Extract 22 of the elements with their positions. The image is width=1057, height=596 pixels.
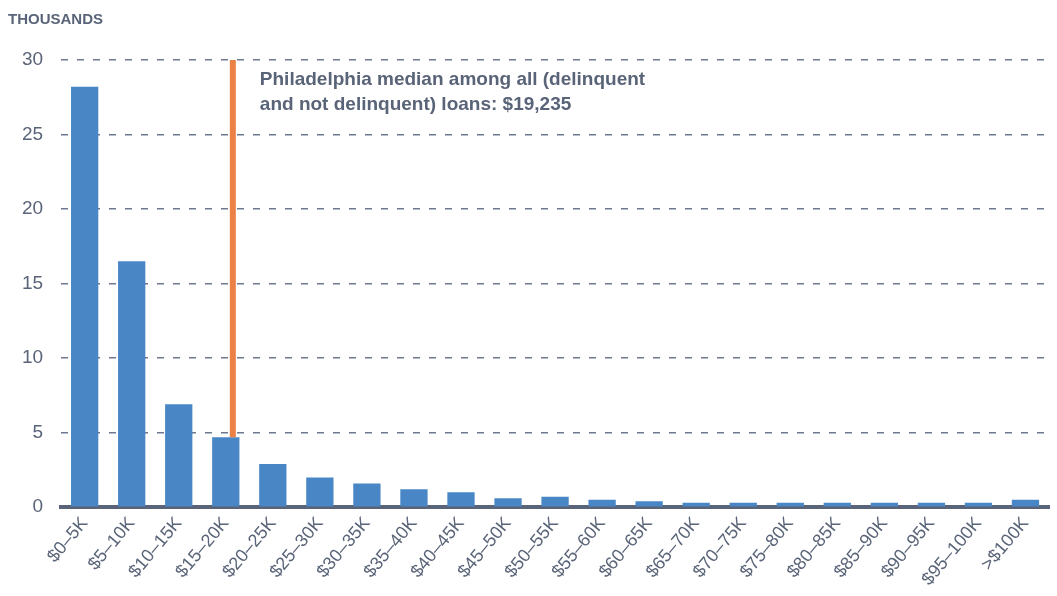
bar	[588, 499, 616, 507]
bar	[494, 498, 522, 507]
y-tick-label: 20	[21, 197, 44, 219]
bar	[400, 489, 428, 507]
bar	[306, 477, 334, 507]
bar	[212, 437, 240, 507]
y-tick-label: 30	[21, 48, 44, 70]
y-axis-title: THOUSANDS	[8, 10, 104, 27]
y-tick-label: 25	[21, 122, 44, 144]
bar	[259, 464, 287, 507]
y-tick-label: 5	[32, 420, 44, 442]
bar	[447, 492, 475, 507]
y-tick-label: 0	[32, 495, 44, 517]
bar	[71, 86, 99, 507]
bar	[165, 404, 193, 507]
bar	[541, 496, 569, 507]
bar	[118, 261, 146, 507]
y-tick-label: 15	[21, 271, 44, 293]
bar	[353, 483, 381, 507]
bar	[635, 501, 663, 507]
ref-line-label: Philadelphia median among all (delinquent and not delinquent) loans: $19,235	[259, 67, 646, 114]
y-tick-label: 10	[21, 346, 44, 368]
